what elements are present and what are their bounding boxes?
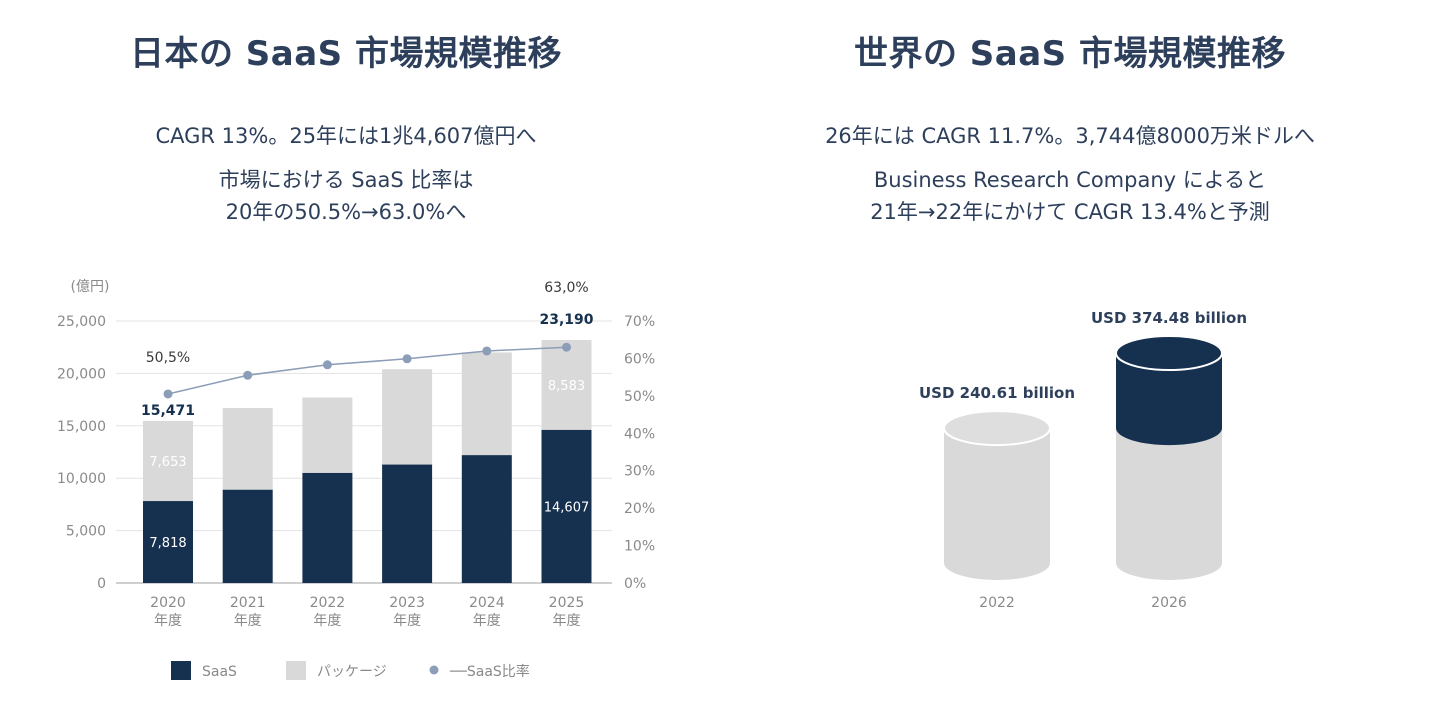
saas-ratio-point (402, 354, 412, 364)
cylinder-base-2022 (944, 546, 1050, 580)
y2-tick-label: 70% (624, 314, 655, 330)
saas-ratio-point (163, 389, 173, 399)
data-label-total-2020: 15,471 (141, 403, 195, 419)
x-tick-label: 2020 (150, 595, 186, 611)
bar-package (461, 352, 512, 456)
bar-package (222, 407, 273, 490)
y2-tick-label: 50% (624, 389, 655, 405)
saas-ratio-point (243, 370, 253, 380)
japan-saas-stacked-bar-chart: (億円) 0 5,000 10,000 15,000 20,000 25,000 0% 10… (57, 279, 655, 680)
bar-saas (461, 455, 512, 583)
data-label-ratio-2020: 50,5% (146, 350, 190, 366)
x-tick-label: 2021 (230, 595, 266, 611)
y2-tick-label: 20% (624, 501, 655, 517)
x-tick-label: 2025 (549, 595, 585, 611)
japan-subtitle-ratio-line1: 市場における SaaS 比率は (218, 168, 474, 192)
data-label-package-2025: 8,583 (548, 379, 585, 394)
x-tick-label: 2024 (469, 595, 505, 611)
y-tick-label: 0 (97, 576, 106, 592)
x-tick-suffix: 年度 (393, 613, 421, 629)
saas-ratio-line (167, 346, 567, 395)
y-tick-label: 5,000 (66, 524, 106, 540)
japan-subtitle-ratio-line2: 20年の50.5%→63.0%へ (225, 200, 467, 224)
bar-package (541, 339, 592, 430)
saas-ratio-point (482, 346, 492, 356)
y-axis-unit-label: (億円) (71, 279, 110, 295)
cylinder-growth-bottom-2026 (1116, 411, 1222, 446)
x-tick-suffix: 年度 (553, 613, 581, 629)
world-subtitle-cagr: 21年→22年にかけて CAGR 13.4%と予測 (870, 200, 1270, 224)
y-tick-label: 15,000 (57, 419, 106, 435)
y2-tick-label: 40% (624, 426, 655, 442)
legend-marker-ratio (429, 665, 439, 675)
world-subtitle-source: Business Research Company によると (873, 168, 1267, 192)
legend-label-package: パッケージ (317, 664, 387, 680)
y2-tick-label: 0% (624, 576, 646, 592)
world-subtitle-forecast: 26年には CAGR 11.7%。3,744億8000万米ドルへ (825, 124, 1315, 148)
world-saas-cylinder-chart: USD 240.61 billion 2022 USD 374.48 billion… (919, 309, 1247, 611)
saas-ratio-point (562, 342, 571, 352)
y-tick-label: 25,000 (57, 314, 106, 330)
x-tick-label: 2023 (389, 595, 425, 611)
bar-saas (382, 464, 433, 583)
data-label-total-2025: 23,190 (539, 312, 593, 328)
cylinder-body-base-2026 (1116, 428, 1222, 563)
x-tick-suffix: 年度 (234, 613, 262, 629)
world-saas-panel: 世界の SaaS 市場規模推移 26年には CAGR 11.7%。3,744億8… (720, 0, 1440, 714)
x-tick-suffix: 年度 (154, 613, 182, 629)
data-label-ratio-2025: 63,0% (544, 280, 588, 296)
cylinder-top-2022 (943, 410, 1051, 447)
japan-chart-title: 日本の SaaS 市場規模推移 (129, 34, 563, 74)
cylinder-value-label: USD 374.48 billion (1091, 309, 1247, 327)
y-tick-label: 10,000 (57, 471, 106, 487)
cylinder-base-2026 (1116, 546, 1222, 580)
bar-saas (541, 429, 592, 583)
cylinder-top-2026 (1115, 335, 1223, 371)
legend-swatch-package (286, 661, 306, 680)
bar-package (382, 369, 433, 465)
data-label-saas-2020: 7,818 (149, 536, 186, 551)
bar-saas (143, 501, 193, 583)
x-tick-suffix: 年度 (313, 613, 341, 629)
cylinder-body-2022 (944, 428, 1050, 563)
cylinder-value-label: USD 240.61 billion (919, 384, 1075, 402)
japan-subtitle-cagr: CAGR 13%。25年には1兆4,607億円へ (155, 124, 537, 148)
world-chart-title: 世界の SaaS 市場規模推移 (853, 34, 1287, 74)
y2-tick-label: 60% (624, 351, 655, 367)
y-tick-label: 20,000 (57, 366, 106, 382)
y2-tick-label: 10% (624, 539, 655, 555)
data-label-package-2020: 7,653 (149, 455, 186, 470)
data-label-saas-2025: 14,607 (544, 500, 590, 515)
x-tick-label: 2022 (310, 595, 346, 611)
cylinder-year-label: 2022 (979, 595, 1015, 611)
legend-label-saas: SaaS (202, 664, 237, 680)
legend-swatch-saas (171, 661, 191, 680)
legend-label-ratio: ──SaaS比率 (449, 663, 530, 680)
saas-ratio-point (322, 360, 332, 370)
bar-saas (302, 472, 353, 583)
bar-saas (222, 489, 273, 583)
bar-package (302, 397, 353, 473)
y2-tick-label: 30% (624, 464, 655, 480)
x-tick-suffix: 年度 (473, 613, 501, 629)
bar-package (143, 420, 193, 502)
japan-saas-panel: 日本の SaaS 市場規模推移 CAGR 13%。25年には1兆4,607億円へ… (57, 34, 655, 680)
cylinder-year-label: 2026 (1151, 595, 1187, 611)
